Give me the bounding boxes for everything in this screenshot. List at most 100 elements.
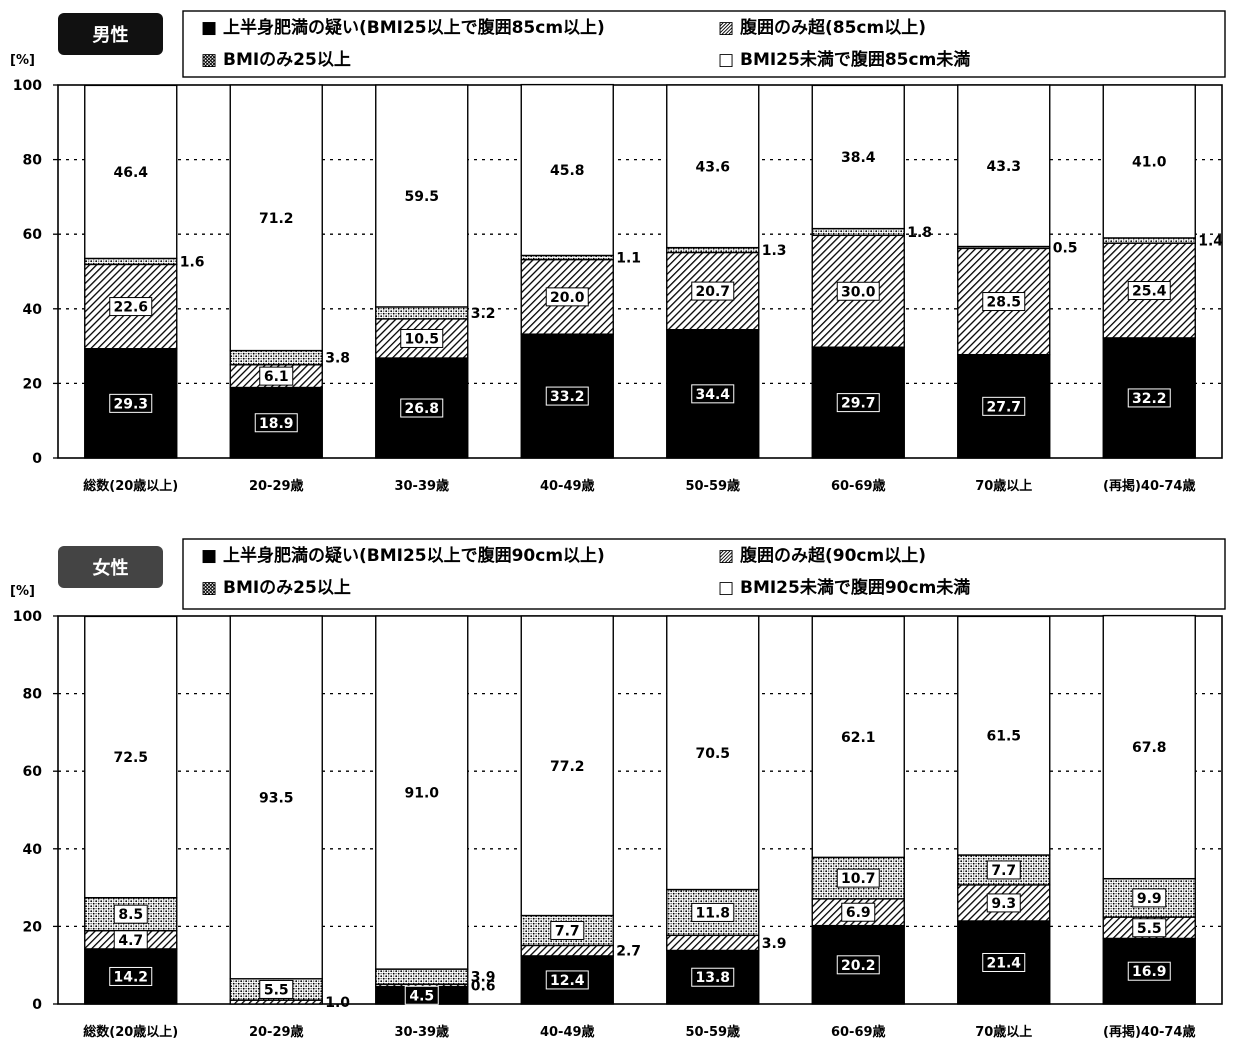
data-label: 12.4 — [550, 973, 585, 989]
bar-white-6 — [811, 615, 905, 859]
data-label: 21.4 — [986, 955, 1021, 971]
data-label: 5.5 — [264, 982, 289, 998]
data-label: 43.6 — [695, 159, 730, 175]
sex-badge — [58, 13, 163, 55]
category-label: 70歳以上 — [975, 478, 1032, 494]
category-label: 20-29歳 — [249, 478, 304, 494]
y-tick-label: 80 — [23, 687, 43, 703]
bar-white-1 — [84, 615, 178, 899]
data-label-box — [836, 868, 880, 888]
category-label: 40-49歳 — [540, 1024, 595, 1040]
category-label: 50-59歳 — [685, 1024, 740, 1040]
data-label: 1.3 — [762, 243, 787, 259]
data-label: 7.7 — [555, 923, 580, 939]
y-tick-label: 60 — [23, 227, 43, 243]
data-label: 28.5 — [986, 295, 1021, 311]
data-label: 93.5 — [259, 790, 294, 806]
data-label: 77.2 — [550, 759, 585, 775]
sex-badge — [58, 546, 163, 588]
data-label: 27.7 — [986, 399, 1021, 415]
category-label: 30-39歳 — [394, 1024, 449, 1040]
bar-dotted-1 — [84, 896, 178, 932]
category-label: 総数(20歳以上) — [83, 478, 178, 494]
y-tick-label: 60 — [23, 764, 43, 780]
data-label-box — [1127, 388, 1171, 408]
data-label: 20.0 — [550, 290, 585, 306]
data-label: 26.8 — [404, 401, 439, 417]
bar-white-1 — [84, 84, 178, 260]
data-label-box — [836, 281, 880, 301]
legend-entry-hatched: ▨ 腹囲のみ超(90cm以上) — [718, 545, 926, 566]
chart-panel-2: 0 20 40 60 80 100 [%] 総数(20歳以上) 14.2 4.7 8.5 72.5 20… — [10, 538, 1226, 1040]
data-label: 72.5 — [113, 750, 148, 766]
data-label: 59.5 — [404, 189, 439, 205]
data-label: 18.9 — [259, 416, 294, 432]
bar-white-8 — [1102, 614, 1196, 880]
category-label: 20-29歳 — [249, 1024, 304, 1040]
y-tick-label: 40 — [23, 842, 43, 858]
y-unit-label: [%] — [10, 53, 35, 68]
data-label: 25.4 — [1132, 284, 1167, 300]
legend-box — [182, 538, 1226, 610]
data-label: 8.5 — [118, 907, 143, 923]
sex-badge-label: 女性 — [93, 557, 129, 579]
bar-dotted-3 — [375, 306, 469, 320]
data-label-box — [986, 860, 1021, 880]
data-label-box — [1127, 961, 1171, 981]
data-label: 20.7 — [695, 284, 730, 300]
y-tick-label: 0 — [32, 997, 42, 1013]
data-label: 9.9 — [1137, 891, 1162, 907]
data-label-box — [986, 893, 1021, 913]
data-label: 33.2 — [550, 389, 585, 405]
data-label: 6.9 — [846, 905, 871, 921]
data-label-box — [691, 384, 735, 404]
data-label: 4.7 — [118, 933, 143, 949]
data-label: 10.7 — [841, 871, 876, 887]
category-label: 30-39歳 — [394, 478, 449, 494]
bar-white-7 — [957, 615, 1051, 856]
data-label: 9.3 — [991, 896, 1016, 912]
y-tick-label: 100 — [13, 609, 42, 625]
data-label: 13.8 — [695, 970, 730, 986]
legend-box — [182, 10, 1226, 78]
legend-entry-white: □ BMI25未満で腹囲90cm未満 — [718, 577, 970, 598]
bar-white-2 — [229, 84, 323, 352]
y-tick-label: 80 — [23, 153, 43, 169]
data-label: 38.4 — [841, 150, 876, 166]
bar-white-3 — [375, 615, 469, 970]
data-label-box — [836, 955, 880, 975]
category-label: 40-49歳 — [540, 478, 595, 494]
data-label: 5.5 — [1137, 921, 1162, 937]
data-label: 1.4 — [1198, 234, 1223, 250]
data-label: 32.2 — [1132, 391, 1167, 407]
data-label: 45.8 — [550, 163, 585, 179]
data-label-box — [691, 902, 735, 922]
data-label-box — [550, 920, 585, 940]
data-label: 6.1 — [264, 369, 289, 385]
data-label-box — [545, 287, 589, 307]
bar-white-4 — [520, 83, 614, 257]
data-label-box — [841, 902, 876, 922]
data-label: 22.6 — [113, 300, 148, 316]
category-label: 60-69歳 — [831, 1024, 886, 1040]
data-label: 62.1 — [841, 730, 876, 746]
plot-area — [57, 615, 1223, 1005]
y-unit-label: [%] — [10, 584, 35, 599]
data-label: 29.3 — [113, 396, 148, 412]
y-tick-label: 40 — [23, 302, 43, 318]
bar-white-7 — [957, 84, 1051, 248]
category-label: (再掲)40-74歳 — [1103, 1024, 1195, 1040]
data-label-box — [109, 297, 153, 317]
data-label: 0.6 — [471, 978, 496, 994]
bar-hatched-5 — [666, 934, 760, 952]
data-label-box — [1127, 281, 1171, 301]
legend-entry-dotted: ▩ BMIのみ25以上 — [201, 50, 351, 70]
data-label: 3.8 — [325, 351, 350, 367]
data-label-box — [545, 970, 589, 990]
data-label-box — [545, 386, 589, 406]
data-label: 3.9 — [471, 970, 496, 986]
data-label: 1.8 — [907, 225, 932, 241]
data-label-box — [113, 930, 148, 950]
data-label-box — [113, 904, 148, 924]
bar-dotted-3 — [375, 968, 469, 985]
